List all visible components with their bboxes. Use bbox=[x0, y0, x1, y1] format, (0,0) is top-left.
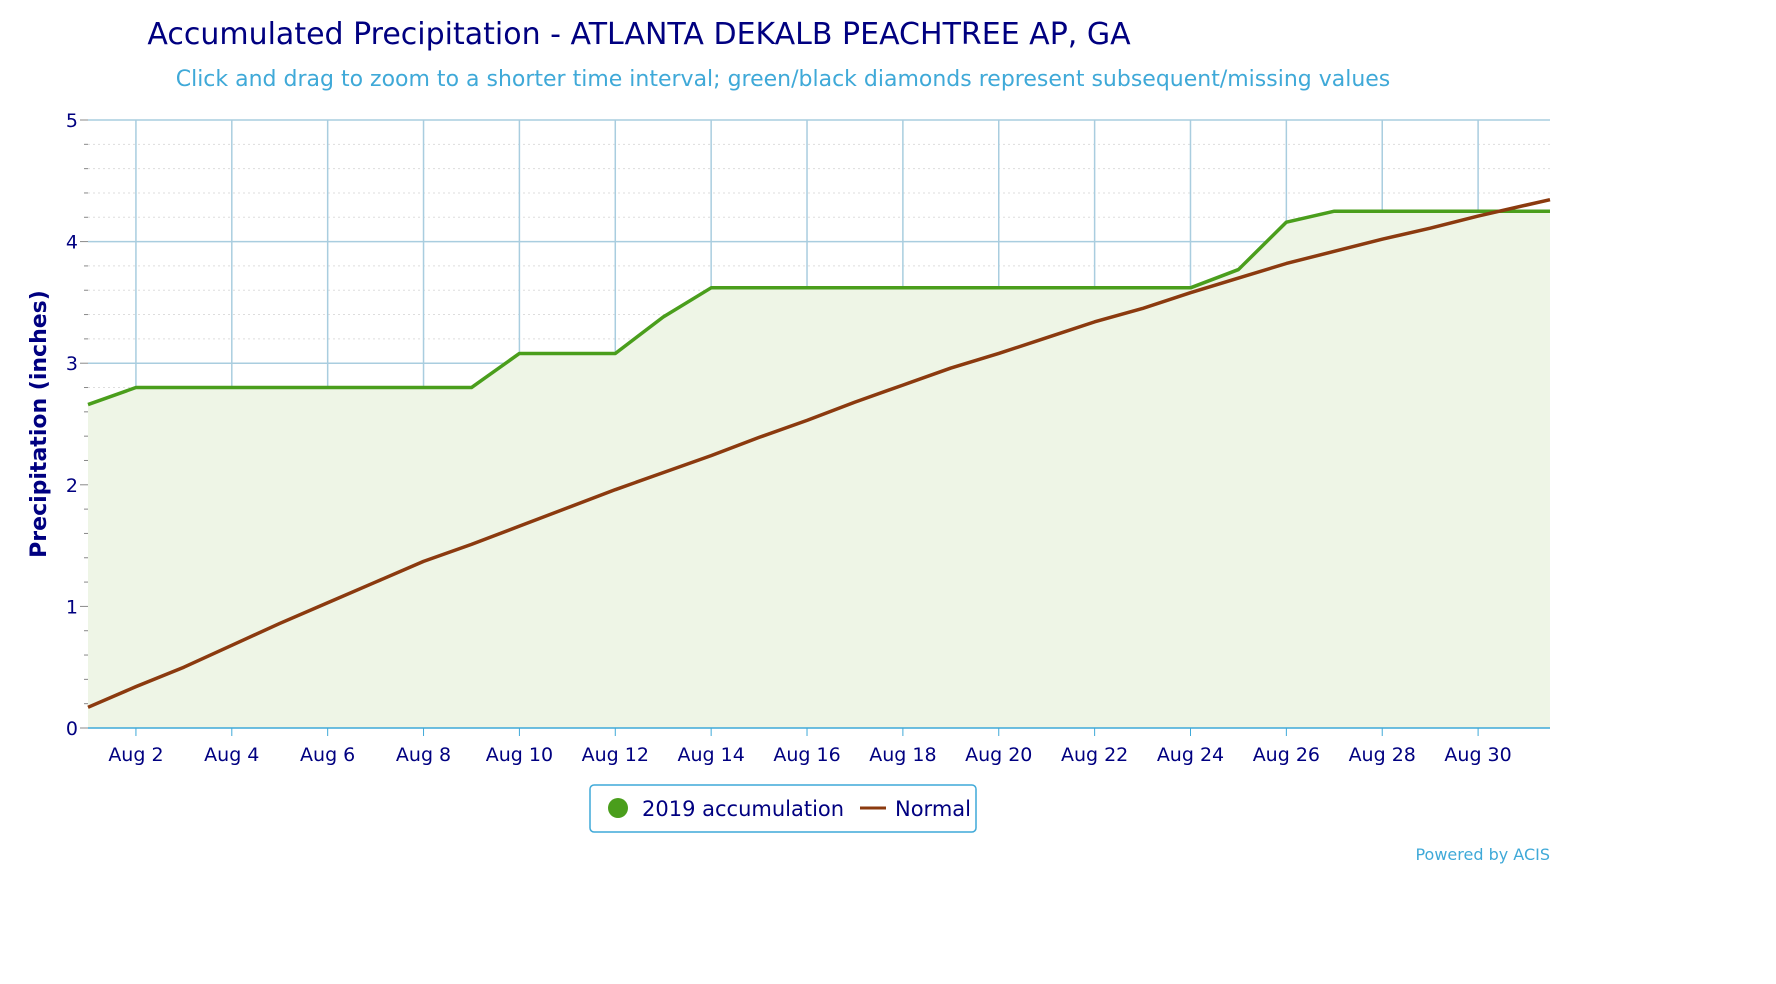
x-tick-label: Aug 2 bbox=[108, 744, 163, 766]
x-tick-label: Aug 24 bbox=[1157, 744, 1224, 766]
x-tick-label: Aug 14 bbox=[677, 744, 744, 766]
legend-box bbox=[589, 784, 977, 833]
x-tick-label: Aug 6 bbox=[300, 744, 355, 766]
credit-link[interactable]: Powered by ACIS bbox=[1415, 845, 1550, 864]
chart-subtitle: Click and drag to zoom to a shorter time… bbox=[176, 67, 1391, 92]
y-tick-label: 5 bbox=[66, 110, 78, 132]
y-tick-label: 2 bbox=[66, 475, 78, 497]
x-tick-label: Aug 22 bbox=[1061, 744, 1128, 766]
axes: 0 1 2 3 4 5 Aug 2 Aug 4 Aug 6 Aug 8 Aug 10 Aug 12 Au… bbox=[66, 110, 1550, 766]
legend-label-normal: Normal bbox=[895, 797, 971, 821]
chart-title: Accumulated Precipitation - ATLANTA DEKA… bbox=[147, 17, 1131, 52]
series-line-normal[interactable] bbox=[87, 197, 1551, 709]
x-tick-label: Aug 30 bbox=[1444, 744, 1511, 766]
area-2019-accumulation bbox=[88, 211, 1550, 728]
x-tick-label: Aug 26 bbox=[1253, 744, 1320, 766]
series-line-2019-accumulation[interactable] bbox=[87, 209, 1550, 407]
legend-marker-2019-accumulation bbox=[608, 798, 628, 818]
y-tick-label: 1 bbox=[66, 596, 78, 618]
y-axis-title: Precipitation (inches) bbox=[27, 290, 52, 558]
y-tick-label: 4 bbox=[66, 232, 78, 254]
legend: 2019 accumulation Normal bbox=[589, 784, 977, 833]
x-tick-label: Aug 18 bbox=[869, 744, 936, 766]
x-tick-label: Aug 12 bbox=[582, 744, 649, 766]
legend-item-2019-accumulation[interactable]: 2019 accumulation bbox=[608, 797, 844, 821]
x-tick-label: Aug 10 bbox=[486, 744, 553, 766]
x-tick-label: Aug 28 bbox=[1349, 744, 1416, 766]
legend-item-normal[interactable]: Normal bbox=[860, 797, 971, 821]
x-tick-label: Aug 8 bbox=[396, 744, 451, 766]
y-tick-label: 3 bbox=[66, 353, 78, 375]
plot-area[interactable] bbox=[87, 197, 1551, 728]
legend-label-2019-accumulation: 2019 accumulation bbox=[642, 797, 844, 821]
y-tick-label: 0 bbox=[66, 718, 78, 740]
x-tick-label: Aug 4 bbox=[204, 744, 259, 766]
x-tick-label: Aug 20 bbox=[965, 744, 1032, 766]
x-tick-label: Aug 16 bbox=[773, 744, 840, 766]
